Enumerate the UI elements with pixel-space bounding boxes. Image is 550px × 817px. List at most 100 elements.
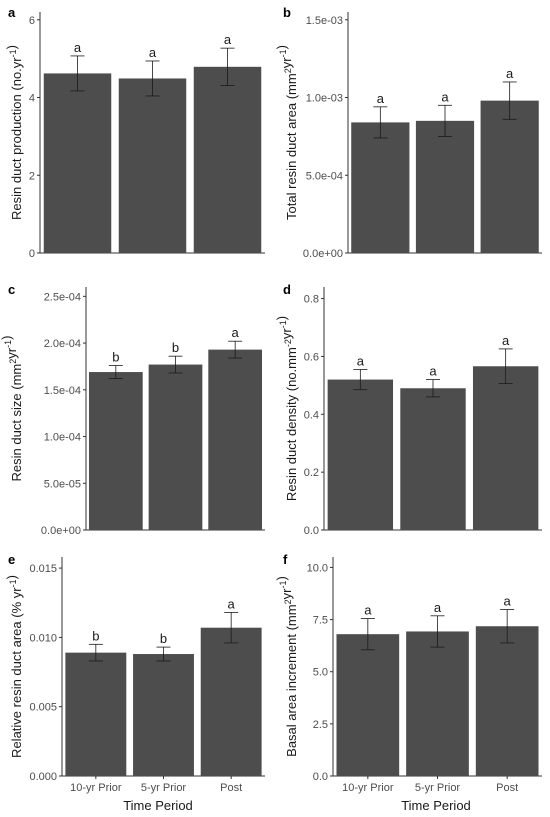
panel-letter: a bbox=[8, 5, 16, 20]
x-tick-label: 5-yr Prior bbox=[415, 782, 461, 794]
y-tick-label: 0.8 bbox=[304, 294, 319, 306]
y-tick-label: 6 bbox=[29, 15, 35, 27]
x-tick-label: 10-yr Prior bbox=[342, 782, 394, 794]
bar-1 bbox=[43, 73, 112, 253]
significance-label: a bbox=[504, 594, 512, 609]
y-tick-label: 7.5 bbox=[313, 615, 328, 627]
significance-label: a bbox=[506, 66, 514, 81]
y-tick-label: 5.0 bbox=[313, 667, 328, 679]
y-tick-label: 5.0e-04 bbox=[306, 170, 343, 182]
significance-label: a bbox=[228, 596, 236, 611]
significance-label: a bbox=[224, 32, 232, 47]
significance-label: b bbox=[172, 340, 179, 355]
significance-label: a bbox=[502, 333, 510, 348]
error-bar bbox=[70, 55, 85, 92]
panel-letter: b bbox=[283, 5, 291, 20]
panel-e: e 0.000 0.005 0.010 0.015 Relative resin duct… bbox=[4, 552, 265, 794]
y-tick-label: 0 bbox=[29, 248, 35, 260]
significance-label: a bbox=[441, 89, 449, 104]
error-bar bbox=[353, 369, 368, 391]
y-tick-label: 0.005 bbox=[29, 702, 57, 714]
error-bar bbox=[224, 612, 239, 644]
significance-label: b bbox=[92, 628, 99, 643]
error-bar bbox=[88, 643, 103, 662]
panel-d: d 0.0 0.2 0.4 0.6 0.8 Resin duct density (no.m… bbox=[274, 282, 542, 537]
y-tick-label: 2 bbox=[29, 170, 35, 182]
significance-label: a bbox=[377, 91, 385, 106]
significance-label: a bbox=[149, 45, 157, 60]
bar-1 bbox=[327, 379, 394, 530]
x-tick-label: 5-yr Prior bbox=[141, 782, 187, 794]
x-axis-title-left: Time Period bbox=[123, 798, 193, 813]
bar-2 bbox=[118, 78, 187, 253]
y-tick-label: 4 bbox=[29, 93, 35, 105]
significance-label: b bbox=[112, 350, 119, 365]
error-bar bbox=[220, 47, 235, 86]
significance-label: a bbox=[357, 353, 365, 368]
panel-letter: c bbox=[8, 282, 15, 297]
bar-3 bbox=[193, 66, 262, 253]
x-tick-label: Post bbox=[496, 782, 518, 794]
bar-1 bbox=[65, 652, 127, 776]
y-tick-label: 1.5e-04 bbox=[44, 385, 81, 397]
y-tick-label: 2.5e-04 bbox=[44, 291, 81, 303]
bar-1 bbox=[88, 372, 143, 530]
bar-3 bbox=[480, 100, 539, 253]
significance-label: a bbox=[232, 325, 240, 340]
panel-f: f 0.0 2.5 5.0 7.5 10.0 Basal area increment (m… bbox=[274, 552, 542, 794]
bar-3 bbox=[200, 627, 262, 776]
y-tick-label: 2.5 bbox=[313, 719, 328, 731]
bar-3 bbox=[475, 626, 539, 776]
bar-2 bbox=[415, 120, 475, 253]
error-bar bbox=[373, 106, 388, 139]
y-tick-label: 0.015 bbox=[29, 563, 57, 575]
y-tick-label: 0.2 bbox=[304, 467, 319, 479]
significance-label: b bbox=[160, 631, 167, 646]
error-bar bbox=[426, 379, 440, 398]
y-tick-label: 0.0e+00 bbox=[41, 525, 81, 537]
error-bar bbox=[156, 646, 171, 662]
error-bar bbox=[498, 348, 513, 385]
error-bar bbox=[145, 60, 160, 97]
error-bar bbox=[360, 618, 375, 651]
panel-letter: f bbox=[283, 552, 288, 567]
y-tick-label: 1.0e-04 bbox=[44, 432, 81, 444]
y-tick-label: 2.0e-04 bbox=[44, 338, 81, 350]
bar-2 bbox=[133, 654, 194, 776]
significance-label: a bbox=[429, 364, 437, 379]
y-axis-title: Resin duct production (no.yr-1) bbox=[4, 45, 24, 220]
significance-label: a bbox=[364, 603, 372, 618]
y-tick-label: 1.0e-03 bbox=[306, 93, 343, 105]
error-bar bbox=[438, 104, 452, 137]
error-bar bbox=[168, 355, 183, 374]
y-tick-label: 1.5e-03 bbox=[306, 15, 343, 27]
y-tick-label: 0.4 bbox=[304, 409, 319, 421]
y-axis-title: Resin duct size (mm2yr-1) bbox=[0, 336, 24, 482]
bar-2 bbox=[148, 364, 203, 530]
y-tick-label: 10.0 bbox=[307, 562, 328, 574]
x-tick-label: 10-yr Prior bbox=[70, 782, 122, 794]
error-bar bbox=[430, 615, 445, 648]
bar-1 bbox=[336, 634, 400, 776]
y-axis-title: Total resin duct area (mm2yr-1) bbox=[274, 45, 299, 220]
y-axis-title: Relative resin duct area (% yr-1) bbox=[4, 575, 24, 758]
y-tick-label: 5.0e-05 bbox=[44, 478, 81, 490]
y-tick-label: 0.010 bbox=[29, 632, 57, 644]
y-tick-label: 0.0 bbox=[304, 525, 319, 537]
panel-letter: e bbox=[8, 552, 15, 567]
bar-3 bbox=[208, 349, 263, 530]
error-bar bbox=[500, 609, 515, 644]
y-tick-label: 0.0e+00 bbox=[303, 248, 343, 260]
y-tick-label: 0.000 bbox=[29, 771, 57, 783]
x-tick-label: Post bbox=[220, 782, 242, 794]
panel-c: c 0.0e+00 5.0e-05 1.0e-04 1.5e-04 2.0e-04 2.5e… bbox=[0, 282, 265, 537]
x-axis-title-right: Time Period bbox=[401, 798, 471, 813]
significance-label: a bbox=[74, 40, 82, 55]
bar-1 bbox=[351, 122, 410, 253]
y-tick-label: 0.6 bbox=[304, 351, 319, 363]
y-tick-label: 0.0 bbox=[313, 771, 328, 783]
significance-label: a bbox=[434, 600, 442, 615]
y-axis-title: Basal area increment (mm2yr-1) bbox=[274, 576, 299, 757]
panel-letter: d bbox=[283, 282, 291, 297]
